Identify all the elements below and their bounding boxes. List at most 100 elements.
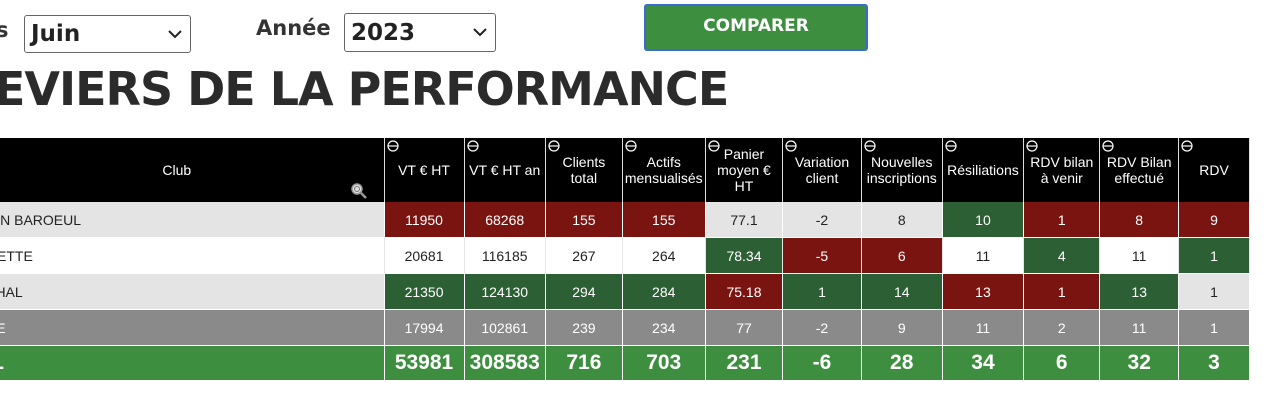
table-cell: -2 — [782, 309, 862, 346]
table-cell: 4 — [1023, 237, 1101, 274]
column-header[interactable]: Résiliations — [942, 138, 1025, 202]
table-cell: 1 — [1023, 273, 1101, 310]
total-cell: 308583 — [464, 345, 546, 381]
table-cell: 124130 — [464, 273, 546, 310]
table-cell: 11 — [1099, 309, 1180, 346]
sort-icon[interactable] — [864, 140, 876, 152]
sort-icon[interactable] — [708, 140, 720, 152]
total-cell: -6 — [782, 345, 862, 381]
total-cell: 3 — [1178, 345, 1250, 381]
table-cell: 2 — [1023, 309, 1101, 346]
month-select[interactable]: Juin — [24, 15, 191, 53]
column-header-label: Variation client — [794, 154, 850, 186]
table-cell: 10 — [942, 202, 1025, 238]
table-cell: 1 — [1023, 202, 1101, 238]
column-header[interactable]: Actifs mensualisés — [622, 138, 706, 202]
year-select[interactable]: 2023 — [344, 13, 496, 52]
column-header-label: VT € HT — [398, 162, 450, 178]
table-cell: 11 — [942, 309, 1025, 346]
column-header-label: RDV Bilan effectué — [1106, 154, 1172, 186]
table-cell: 155 — [622, 202, 706, 238]
table-cell: 17994 — [384, 309, 465, 346]
table-cell: 8 — [1099, 202, 1180, 238]
table-cell: 239 — [545, 309, 623, 346]
table-cell: 1 — [1178, 237, 1250, 274]
compare-button[interactable]: COMPARER — [644, 4, 868, 51]
column-header[interactable]: RDV Bilan effectué — [1099, 138, 1180, 202]
page-title: EVIERS DE LA PERFORMANCE — [0, 62, 729, 116]
column-header[interactable]: RDV bilan à venir — [1023, 138, 1101, 202]
sort-icon[interactable] — [386, 140, 399, 152]
table-header-row: Club VT € HT VT € HT an Clients total Actifs… — [0, 138, 1250, 202]
column-header-label: Résiliations — [947, 162, 1019, 178]
table-cell: 78.34 — [705, 237, 784, 274]
sort-icon[interactable] — [548, 140, 560, 152]
performance-table: Club VT € HT VT € HT an Clients total Actifs… — [0, 138, 1250, 381]
table-cell: -2 — [782, 202, 862, 238]
table-cell: 234 — [622, 309, 706, 346]
club-name-cell: OUETTE — [0, 237, 385, 274]
table-cell: 77.1 — [705, 202, 784, 238]
table-cell: 8 — [861, 202, 943, 238]
total-cell: 53981 — [384, 345, 465, 381]
total-label-cell: AL — [0, 345, 385, 381]
month-label: s — [0, 18, 9, 42]
column-header-label: Clients total — [562, 154, 606, 186]
column-header[interactable]: VT € HT — [384, 138, 465, 202]
sort-icon[interactable] — [625, 140, 637, 152]
table-cell: 155 — [545, 202, 623, 238]
table-cell: 20681 — [384, 237, 465, 274]
table-cell: 1 — [782, 273, 862, 310]
table-cell: -5 — [782, 237, 862, 274]
table-cell: 68268 — [464, 202, 546, 238]
column-header-label: Club — [162, 162, 192, 178]
total-cell: 6 — [1023, 345, 1101, 381]
table-cell: 284 — [622, 273, 706, 310]
table-cell: 11950 — [384, 202, 465, 238]
column-header-label: RDV bilan à venir — [1030, 154, 1094, 186]
table-cell: 9 — [861, 309, 943, 346]
column-header-label: RDV — [1199, 162, 1229, 178]
table-cell: 14 — [861, 273, 943, 310]
year-select-value: 2023 — [351, 19, 416, 46]
column-header-club[interactable]: Club — [0, 138, 385, 202]
zoom-icon[interactable] — [350, 182, 368, 200]
column-header[interactable]: Nouvelles inscriptions — [861, 138, 943, 202]
column-header-label: VT € HT an — [469, 162, 541, 178]
column-header-label: Panier moyen € HT — [717, 146, 771, 194]
table-cell: 11 — [1099, 237, 1180, 274]
total-cell: 28 — [861, 345, 943, 381]
sort-icon[interactable] — [1102, 140, 1114, 152]
club-name-cell: Q EN BAROEUL — [0, 202, 385, 238]
sort-icon[interactable] — [785, 140, 797, 152]
table-cell: 6 — [861, 237, 943, 274]
club-name-cell: NNE — [0, 309, 385, 346]
table-cell: 294 — [545, 273, 623, 310]
column-header[interactable]: Variation client — [782, 138, 862, 202]
table-cell: 13 — [1099, 273, 1180, 310]
sort-icon[interactable] — [1181, 140, 1193, 152]
column-header-label: Nouvelles inscriptions — [866, 154, 937, 186]
column-header[interactable]: Clients total — [545, 138, 623, 202]
sort-icon[interactable] — [945, 140, 957, 152]
total-cell: 716 — [545, 345, 623, 381]
table-cell: 77 — [705, 309, 784, 346]
column-header-label: Actifs mensualisés — [624, 154, 703, 186]
chevron-down-icon — [168, 30, 182, 39]
table-cell: 1 — [1178, 273, 1250, 310]
table-cell: 13 — [942, 273, 1025, 310]
total-cell: 231 — [705, 345, 784, 381]
table-cell: 1 — [1178, 309, 1250, 346]
column-header[interactable]: VT € HT an — [464, 138, 546, 202]
sort-icon[interactable] — [466, 140, 479, 152]
table-cell: 9 — [1178, 202, 1250, 238]
sort-icon[interactable] — [1026, 140, 1038, 152]
table-cell: 116185 — [464, 237, 546, 274]
column-header[interactable]: Panier moyen € HT — [705, 138, 784, 202]
column-header[interactable]: RDV — [1178, 138, 1250, 202]
table-cell: 11 — [942, 237, 1025, 274]
